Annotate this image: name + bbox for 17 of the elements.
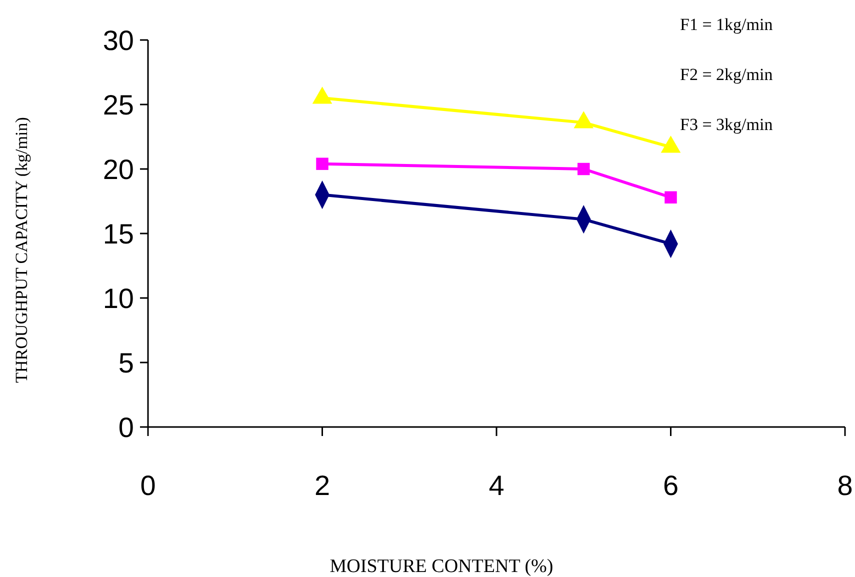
x-axis-title: MOISTURE CONTENT (%): [330, 556, 554, 577]
y-tick-label: 25: [102, 90, 134, 121]
x-tick-label: 6: [662, 470, 679, 501]
y-tick-label: 15: [102, 218, 134, 250]
x-tick-label: 0: [140, 470, 156, 501]
x-tick-label: 8: [837, 470, 853, 501]
text: F1 = 1kg/min: [680, 15, 774, 34]
x-tick-label: 4: [488, 470, 504, 501]
y-tick-label: 0: [118, 412, 134, 444]
y-tick-label: 30: [102, 25, 134, 56]
y-tick-label: 5: [118, 348, 134, 379]
y-tick-label: 10: [102, 283, 134, 314]
annotation: F3 = 3kg/min: [680, 115, 774, 134]
y-tick-label: 20: [102, 154, 134, 186]
annotation: F2 = 2kg/min: [680, 65, 774, 84]
y-axis-title: THROUGHPUT CAPACITY (kg/min): [12, 117, 31, 383]
x-tick-label: 2: [314, 470, 330, 501]
